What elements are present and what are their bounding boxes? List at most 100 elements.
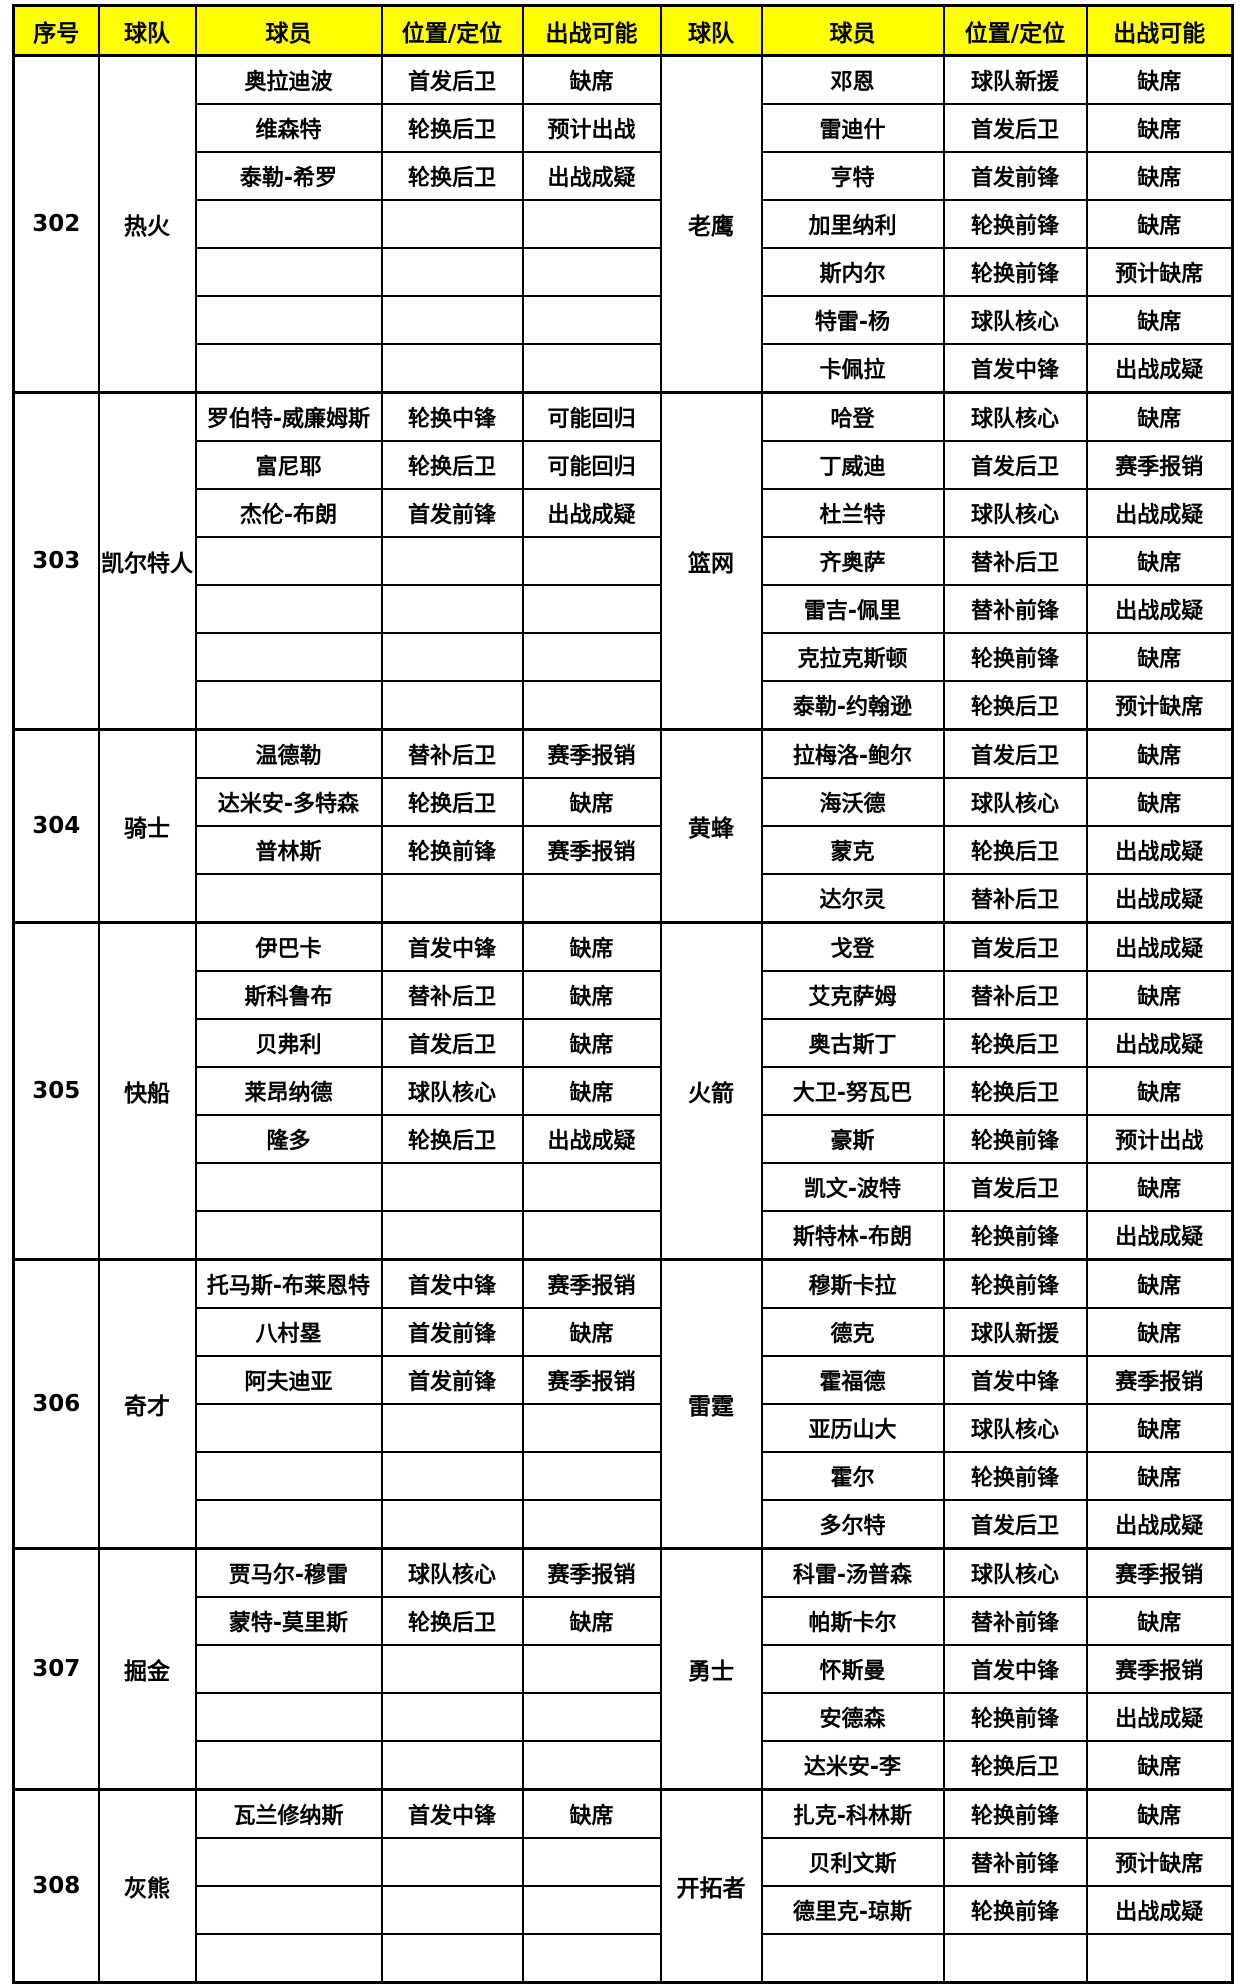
availability-cell [521, 343, 662, 394]
header-row: 序号 球队 球员 位置/定位 出战可能 球队 球员 位置/定位 出战可能 [12, 4, 1234, 57]
position-cell [380, 1692, 524, 1742]
position-cell [380, 1499, 524, 1550]
availability-cell: 缺席 [1085, 1740, 1234, 1791]
availability-cell [521, 295, 662, 345]
availability-cell: 缺席 [1085, 295, 1234, 345]
availability-cell: 缺席 [1085, 1788, 1234, 1839]
player-name-cell [194, 1451, 383, 1501]
position-cell: 轮换前锋 [942, 1451, 1088, 1501]
availability-cell [521, 680, 662, 731]
availability-cell: 缺席 [1085, 1307, 1234, 1357]
table-row: 斯内尔 轮换前锋 预计缺席 [14, 247, 1234, 297]
player-name-cell: 安德森 [760, 1692, 945, 1742]
availability-cell: 预计缺席 [1085, 680, 1234, 731]
availability-cell: 出战成疑 [521, 1114, 662, 1164]
position-cell: 轮换后卫 [380, 151, 524, 201]
injury-table: 序号 球队 球员 位置/定位 出战可能 球队 球员 位置/定位 出战可能 302 热火 奥拉迪波 首发… [12, 4, 1234, 1984]
player-name-cell: 蒙特-莫里斯 [194, 1596, 383, 1646]
position-cell: 轮换前锋 [942, 1788, 1088, 1839]
player-name-cell: 奥拉迪波 [194, 54, 383, 105]
position-cell [380, 1644, 524, 1694]
position-cell: 轮换后卫 [942, 1018, 1088, 1068]
player-name-cell: 帕斯卡尔 [760, 1596, 945, 1646]
player-name-cell: 八村塁 [194, 1307, 383, 1357]
player-name-cell: 怀斯曼 [760, 1644, 945, 1694]
player-name-cell [194, 680, 383, 731]
team-name-cell: 老鹰 [659, 54, 763, 394]
position-cell: 替补前锋 [942, 1837, 1088, 1887]
column-header: 球员 [194, 4, 383, 57]
availability-cell: 缺席 [1085, 728, 1234, 779]
player-name-cell [194, 1837, 383, 1887]
player-name-cell [194, 1692, 383, 1742]
player-name-cell: 艾克萨姆 [760, 970, 945, 1020]
position-cell: 轮换后卫 [380, 440, 524, 490]
player-name-cell: 泰勒-约翰逊 [760, 680, 945, 731]
availability-cell: 缺席 [1085, 1258, 1234, 1309]
availability-cell: 赛季报销 [1085, 1644, 1234, 1694]
position-cell: 轮换前锋 [942, 247, 1088, 297]
column-header: 球队 [97, 4, 197, 57]
player-name-cell: 达米安-李 [760, 1740, 945, 1791]
player-name-cell: 亚历山大 [760, 1403, 945, 1453]
availability-cell: 缺席 [1085, 199, 1234, 249]
availability-cell [521, 1403, 662, 1453]
availability-cell: 缺席 [1085, 151, 1234, 201]
table-row: 齐奥萨 替补后卫 缺席 [14, 536, 1234, 586]
team-name-cell: 快船 [97, 921, 197, 1261]
availability-cell [521, 1740, 662, 1791]
availability-cell: 缺席 [521, 921, 662, 972]
availability-cell: 出战成疑 [521, 151, 662, 201]
availability-cell: 出战成疑 [1085, 488, 1234, 538]
availability-cell: 缺席 [1085, 970, 1234, 1020]
team-name-cell: 奇才 [97, 1258, 197, 1550]
position-cell: 替补后卫 [942, 970, 1088, 1020]
player-name-cell: 拉梅洛-鲍尔 [760, 728, 945, 779]
player-name-cell: 杜兰特 [760, 488, 945, 538]
availability-cell: 出战成疑 [1085, 825, 1234, 875]
player-name-cell: 霍福德 [760, 1355, 945, 1405]
availability-cell [521, 1692, 662, 1742]
position-cell [380, 247, 524, 297]
availability-cell: 赛季报销 [1085, 440, 1234, 490]
player-name-cell: 科雷-汤普森 [760, 1547, 945, 1598]
table-row: 雷吉-佩里 替补前锋 出战成疑 [14, 584, 1234, 634]
table-row: 阿夫迪亚 首发前锋 赛季报销 霍福德 首发中锋 赛季报销 [14, 1355, 1234, 1405]
position-cell [380, 873, 524, 924]
team-name-cell: 热火 [97, 54, 197, 394]
table-row: 泰勒-希罗 轮换后卫 出战成疑 亨特 首发前锋 缺席 [14, 151, 1234, 201]
availability-cell: 出战成疑 [1085, 1692, 1234, 1742]
availability-cell [1085, 1933, 1234, 1984]
position-cell [380, 1885, 524, 1935]
availability-cell: 预计缺席 [1085, 247, 1234, 297]
position-cell: 轮换前锋 [942, 1692, 1088, 1742]
position-cell: 轮换后卫 [380, 777, 524, 827]
availability-cell: 缺席 [521, 1788, 662, 1839]
player-name-cell [194, 1210, 383, 1261]
position-cell: 首发后卫 [942, 921, 1088, 972]
player-name-cell: 阿夫迪亚 [194, 1355, 383, 1405]
table-row: 斯特林-布朗 轮换前锋 出战成疑 [14, 1210, 1234, 1261]
availability-cell: 赛季报销 [521, 1258, 662, 1309]
availability-cell [521, 199, 662, 249]
availability-cell: 缺席 [1085, 1596, 1234, 1646]
team-name-cell: 掘金 [97, 1547, 197, 1791]
position-cell: 替补后卫 [380, 970, 524, 1020]
player-name-cell: 卡佩拉 [760, 343, 945, 394]
position-cell [380, 1403, 524, 1453]
position-cell: 球队核心 [942, 295, 1088, 345]
table-row: 302 热火 奥拉迪波 首发后卫 缺席 老鹰 邓恩 球队新援 缺席 [12, 54, 1234, 394]
player-name-cell: 伊巴卡 [194, 921, 383, 972]
position-cell [380, 199, 524, 249]
player-name-cell [194, 1162, 383, 1212]
availability-cell: 缺席 [1085, 54, 1234, 105]
player-name-cell: 杰伦-布朗 [194, 488, 383, 538]
team-name-cell: 黄蜂 [659, 728, 763, 924]
position-cell [380, 632, 524, 682]
player-name-cell: 霍尔 [760, 1451, 945, 1501]
table-row: 303 凯尔特人 罗伯特-威廉姆斯 轮换中锋 可能回归 篮网 哈登 球队核心 缺席 [12, 391, 1234, 731]
table-header: 序号 球队 球员 位置/定位 出战可能 球队 球员 位置/定位 出战可能 [12, 4, 1234, 57]
player-name-cell [760, 1933, 945, 1984]
team-name-cell: 凯尔特人 [97, 391, 197, 731]
position-cell [380, 1837, 524, 1887]
